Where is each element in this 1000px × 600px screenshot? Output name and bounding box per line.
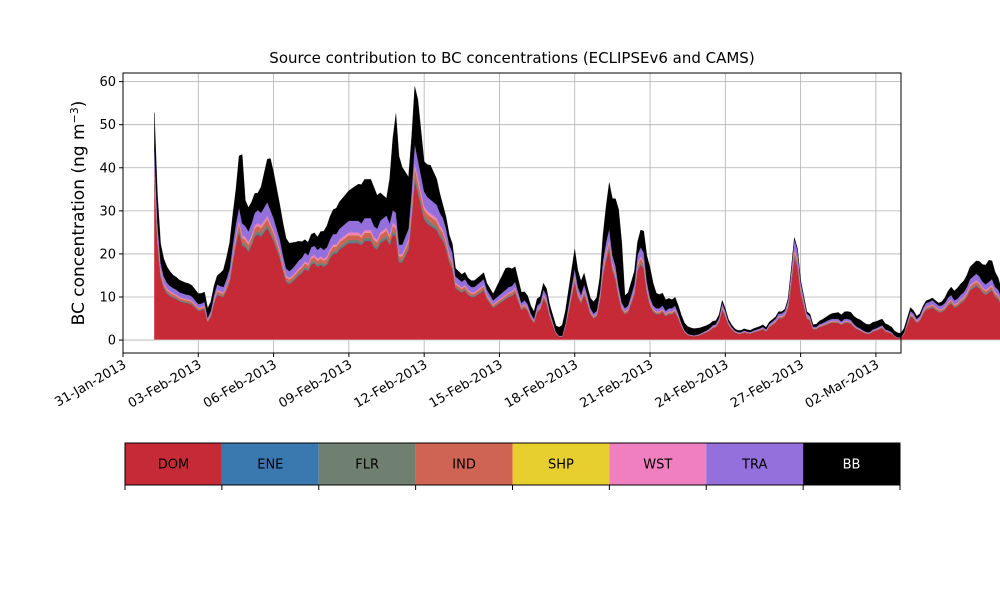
colorbar-label-wst: WST xyxy=(643,458,672,473)
colorbar-swatch-shp xyxy=(512,443,610,485)
stacked-areas xyxy=(154,86,1000,341)
y-axis: 0 10 20 30 40 50 60 xyxy=(99,75,123,349)
colorbar-label-shp: SHP xyxy=(548,458,574,473)
colorbar-swatch-tra xyxy=(706,443,804,485)
colorbar-label-tra: TRA xyxy=(741,458,767,473)
y-tick-label: 60 xyxy=(99,75,116,90)
colorbar-swatch-wst xyxy=(609,443,707,485)
y-tick-label: 20 xyxy=(99,247,116,262)
y-tick-label: 50 xyxy=(99,118,116,133)
colorbar-label-ene: ENE xyxy=(257,458,283,473)
y-axis-label-close: ) xyxy=(69,101,89,108)
y-tick-label: 10 xyxy=(99,291,116,306)
y-tick-label: 40 xyxy=(99,161,116,176)
legend-colorbar: DOM ENE FLR IND SHP WST TRA BB xyxy=(124,442,901,490)
colorbar-label-flr: FLR xyxy=(355,458,379,473)
y-axis-label-main: BC concentration (ng m xyxy=(69,123,89,325)
colorbar-frame xyxy=(124,442,901,486)
colorbar-swatch-dom xyxy=(125,443,222,485)
y-axis-label-superscript: −3 xyxy=(68,107,81,123)
colorbar-swatch-ind xyxy=(415,443,513,485)
y-axis-label: BC concentration (ng m−3) xyxy=(68,101,90,326)
plot-frame xyxy=(122,72,902,354)
y-tick-label: 0 xyxy=(108,334,116,349)
colorbar-label-bb: BB xyxy=(843,458,861,473)
colorbar-swatch-flr xyxy=(318,443,416,485)
colorbar-label-dom: DOM xyxy=(158,458,189,473)
colorbar-swatch-bb xyxy=(803,443,900,485)
colorbar-label-ind: IND xyxy=(452,458,476,473)
colorbar-swatch-ene xyxy=(221,443,319,485)
y-tick-label: 30 xyxy=(99,204,116,219)
area-bb xyxy=(154,86,1000,338)
chart-title: Source contribution to BC concentrations… xyxy=(269,49,754,67)
